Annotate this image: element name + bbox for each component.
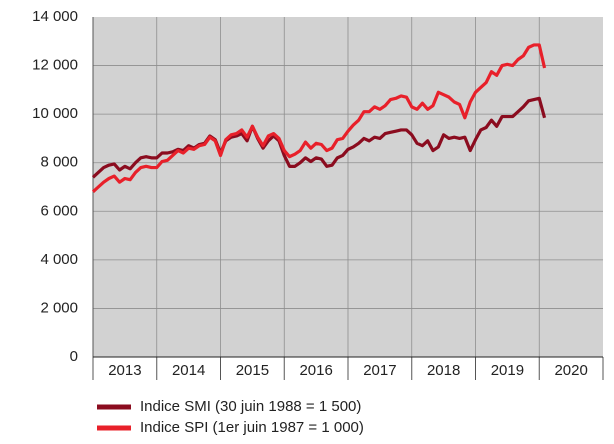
y-tick-label: 0 — [70, 348, 78, 365]
y-tick-label: 12 000 — [32, 57, 78, 74]
y-tick-label: 2 000 — [40, 299, 78, 316]
legend-label: Indice SMI (30 juin 1988 = 1 500) — [140, 398, 361, 415]
y-tick-label: 14 000 — [32, 8, 78, 25]
y-tick-label: 6 000 — [40, 202, 78, 219]
x-tick-label: 2017 — [363, 362, 396, 379]
series-line — [91, 43, 547, 194]
y-tick-label: 10 000 — [32, 105, 78, 122]
x-tick-label: 2019 — [491, 362, 524, 379]
legend-label: Indice SPI (1er juin 1987 = 1 000) — [140, 419, 364, 436]
x-tick-label: 2013 — [108, 362, 141, 379]
x-tick-label: 2014 — [172, 362, 205, 379]
x-tick-label: 2018 — [427, 362, 460, 379]
y-tick-label: 8 000 — [40, 154, 78, 171]
x-tick-label: 2020 — [554, 362, 587, 379]
series-line — [91, 96, 547, 179]
x-tick-label: 2016 — [299, 362, 332, 379]
x-tick-label: 2015 — [236, 362, 269, 379]
y-tick-label: 4 000 — [40, 251, 78, 268]
